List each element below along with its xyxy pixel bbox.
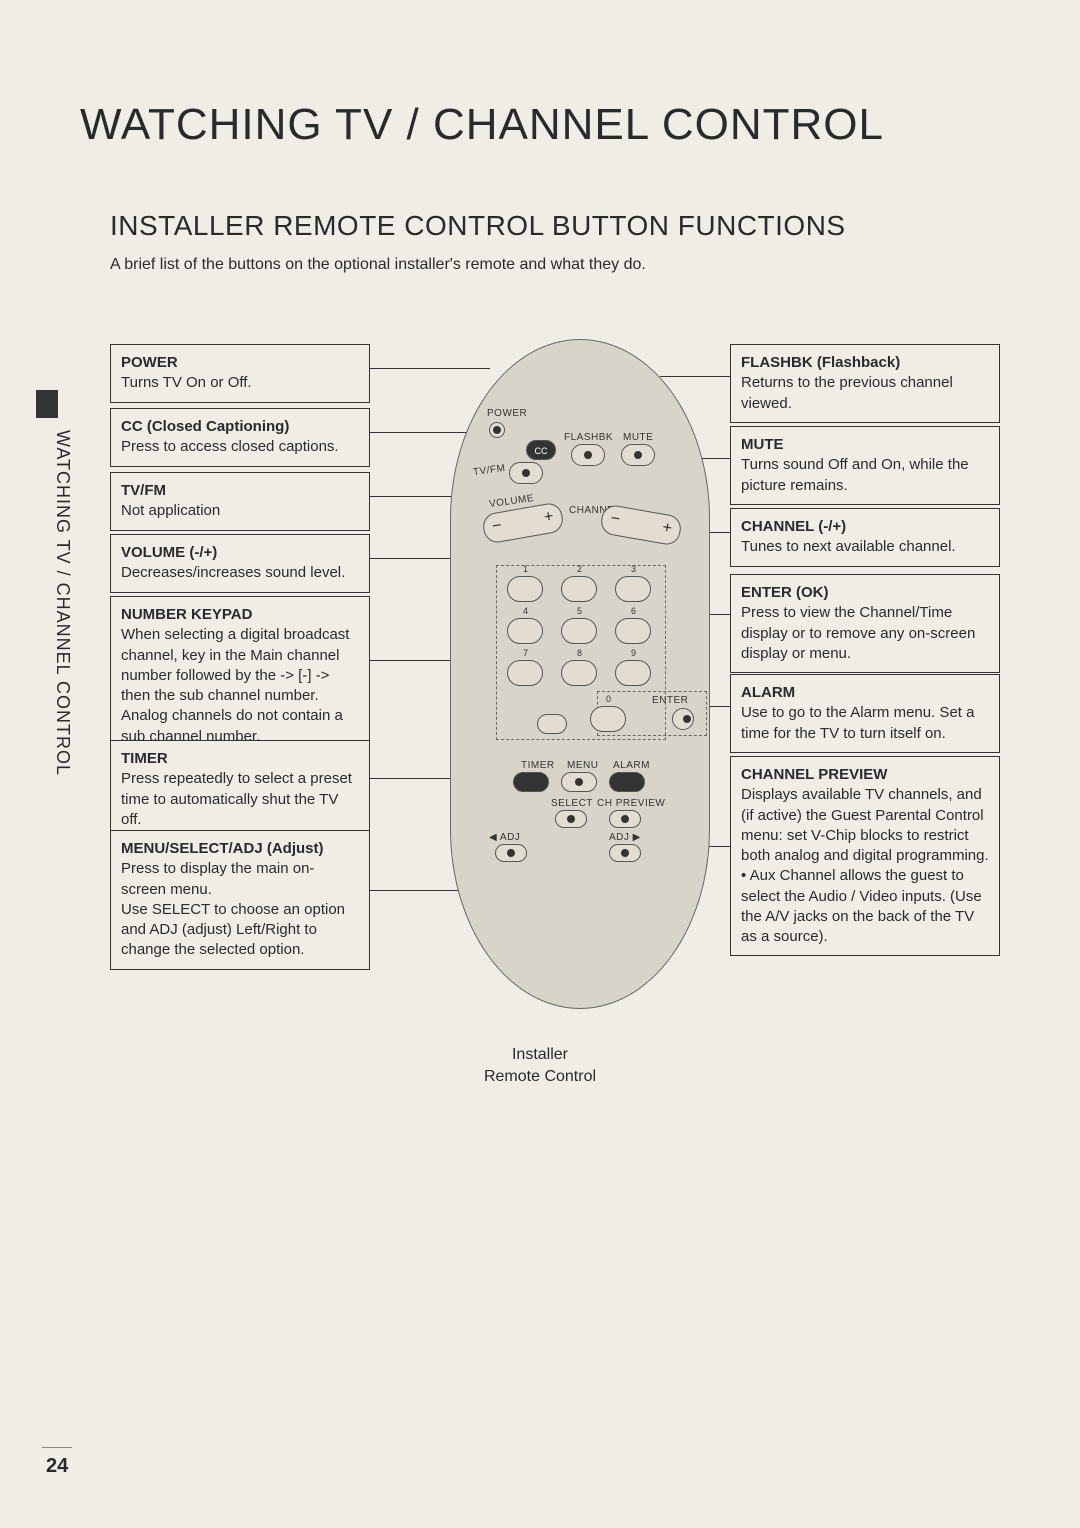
page-number: 24 bbox=[46, 1455, 68, 1478]
chpreview-button-icon bbox=[609, 810, 641, 828]
box-title: MUTE bbox=[741, 436, 784, 453]
main-title: WATCHING TV / CHANNEL CONTROL bbox=[80, 100, 1000, 150]
side-tab bbox=[36, 390, 58, 418]
label-chpreview: CH PREVIEW bbox=[597, 798, 665, 809]
flashbk-button-icon bbox=[571, 444, 605, 466]
mute-button-icon bbox=[621, 444, 655, 466]
remote-illustration: POWER CC FLASHBK MUTE TV/FM VOLUME − + bbox=[450, 339, 710, 1009]
menu-button-icon bbox=[561, 772, 597, 792]
adj-left-button-icon bbox=[495, 844, 527, 862]
desc-box-right: MUTE Turns sound Off and On, while the pi… bbox=[730, 426, 1000, 505]
box-title: NUMBER KEYPAD bbox=[121, 606, 252, 623]
label-menu: MENU bbox=[567, 760, 598, 771]
box-title: MENU/SELECT/ADJ (Adjust) bbox=[121, 840, 324, 857]
box-desc: Displays available TV channels, and (if … bbox=[741, 785, 989, 947]
desc-box-right: FLASHBK (Flashback) Returns to the previo… bbox=[730, 344, 1000, 423]
desc-box-right: ALARM Use to go to the Alarm menu. Set a … bbox=[730, 674, 1000, 753]
box-title: CHANNEL (-/+) bbox=[741, 518, 846, 535]
desc-box-left: POWER Turns TV On or Off. bbox=[110, 344, 370, 403]
box-title: ENTER (OK) bbox=[741, 584, 829, 601]
label-adj-left: ◀ ADJ bbox=[489, 832, 520, 843]
box-desc: Press to view the Channel/Time display o… bbox=[741, 603, 989, 664]
box-desc: When selecting a digital broadcast chann… bbox=[121, 625, 359, 747]
content-area: POWER Turns TV On or Off. CC (Closed Capti… bbox=[80, 324, 1000, 1054]
kp-4: 4 bbox=[523, 606, 528, 616]
kp-2: 2 bbox=[577, 564, 582, 574]
desc-box-left: VOLUME (-/+) Decreases/increases sound le… bbox=[110, 534, 370, 593]
kp-6: 6 bbox=[631, 606, 636, 616]
side-section-label: WATCHING TV / CHANNEL CONTROL bbox=[52, 430, 73, 776]
power-button-icon bbox=[489, 422, 505, 438]
number-keypad-outline: 1 2 3 4 5 6 7 8 9 bbox=[496, 565, 666, 740]
adj-right-button-icon bbox=[609, 844, 641, 862]
box-desc: Returns to the previous channel viewed. bbox=[741, 373, 989, 414]
timer-button-icon bbox=[513, 772, 549, 792]
box-desc: Press repeatedly to select a preset time… bbox=[121, 769, 359, 830]
enter-button-icon bbox=[672, 708, 694, 730]
desc-box-left: CC (Closed Captioning) Press to access cl… bbox=[110, 408, 370, 467]
box-desc: Decreases/increases sound level. bbox=[121, 563, 359, 583]
box-desc: Not application bbox=[121, 501, 359, 521]
box-title: POWER bbox=[121, 354, 178, 371]
kp-3: 3 bbox=[631, 564, 636, 574]
kp-9: 9 bbox=[631, 648, 636, 658]
cc-button-icon: CC bbox=[526, 440, 556, 460]
intro-text: A brief list of the buttons on the optio… bbox=[110, 256, 1000, 274]
box-desc: Press to display the main on-screen menu… bbox=[121, 859, 359, 960]
label-tvfm: TV/FM bbox=[472, 463, 506, 478]
kp-0: 0 bbox=[606, 694, 611, 704]
desc-box-left: TIMER Press repeatedly to select a preset… bbox=[110, 740, 370, 839]
desc-box-left: NUMBER KEYPAD When selecting a digital br… bbox=[110, 596, 370, 756]
box-desc: Use to go to the Alarm menu. Set a time … bbox=[741, 703, 989, 744]
label-timer: TIMER bbox=[521, 760, 555, 771]
box-desc: Press to access closed captions. bbox=[121, 437, 359, 457]
desc-box-left: MENU/SELECT/ADJ (Adjust) Press to display… bbox=[110, 830, 370, 970]
kp-5: 5 bbox=[577, 606, 582, 616]
remote-caption: Installer Remote Control bbox=[80, 1044, 1000, 1089]
page-number-line bbox=[42, 1447, 72, 1448]
label-alarm: ALARM bbox=[613, 760, 650, 771]
channel-rocker-icon: − + bbox=[599, 503, 683, 546]
enter-outline: 0 ENTER bbox=[597, 691, 707, 736]
desc-box-right: CHANNEL PREVIEW Displays available TV cha… bbox=[730, 756, 1000, 956]
box-desc: Turns TV On or Off. bbox=[121, 373, 359, 393]
select-button-icon bbox=[555, 810, 587, 828]
desc-box-right: CHANNEL (-/+) Tunes to next available cha… bbox=[730, 508, 1000, 567]
alarm-button-icon bbox=[609, 772, 645, 792]
label-power: POWER bbox=[487, 408, 527, 419]
box-title: CC (Closed Captioning) bbox=[121, 418, 289, 435]
label-adj-right: ADJ ▶ bbox=[609, 832, 641, 843]
label-enter: ENTER bbox=[652, 695, 688, 706]
kp-1: 1 bbox=[523, 564, 528, 574]
label-flashbk: FLASHBK bbox=[564, 432, 613, 443]
box-desc: Turns sound Off and On, while the pictur… bbox=[741, 455, 989, 496]
desc-box-left: TV/FM Not application bbox=[110, 472, 370, 531]
box-title: VOLUME (-/+) bbox=[121, 544, 217, 561]
box-title: FLASHBK (Flashback) bbox=[741, 354, 900, 371]
label-select: SELECT bbox=[551, 798, 593, 809]
desc-box-right: ENTER (OK) Press to view the Channel/Time… bbox=[730, 574, 1000, 673]
sub-title: INSTALLER REMOTE CONTROL BUTTON FUNCTION… bbox=[110, 210, 1000, 242]
kp-8: 8 bbox=[577, 648, 582, 658]
box-title: ALARM bbox=[741, 684, 795, 701]
box-desc: Tunes to next available channel. bbox=[741, 537, 989, 557]
label-mute: MUTE bbox=[623, 432, 653, 443]
box-title: CHANNEL PREVIEW bbox=[741, 766, 887, 783]
kp-7: 7 bbox=[523, 648, 528, 658]
box-title: TIMER bbox=[121, 750, 168, 767]
box-title: TV/FM bbox=[121, 482, 166, 499]
tvfm-button-icon bbox=[509, 462, 543, 484]
